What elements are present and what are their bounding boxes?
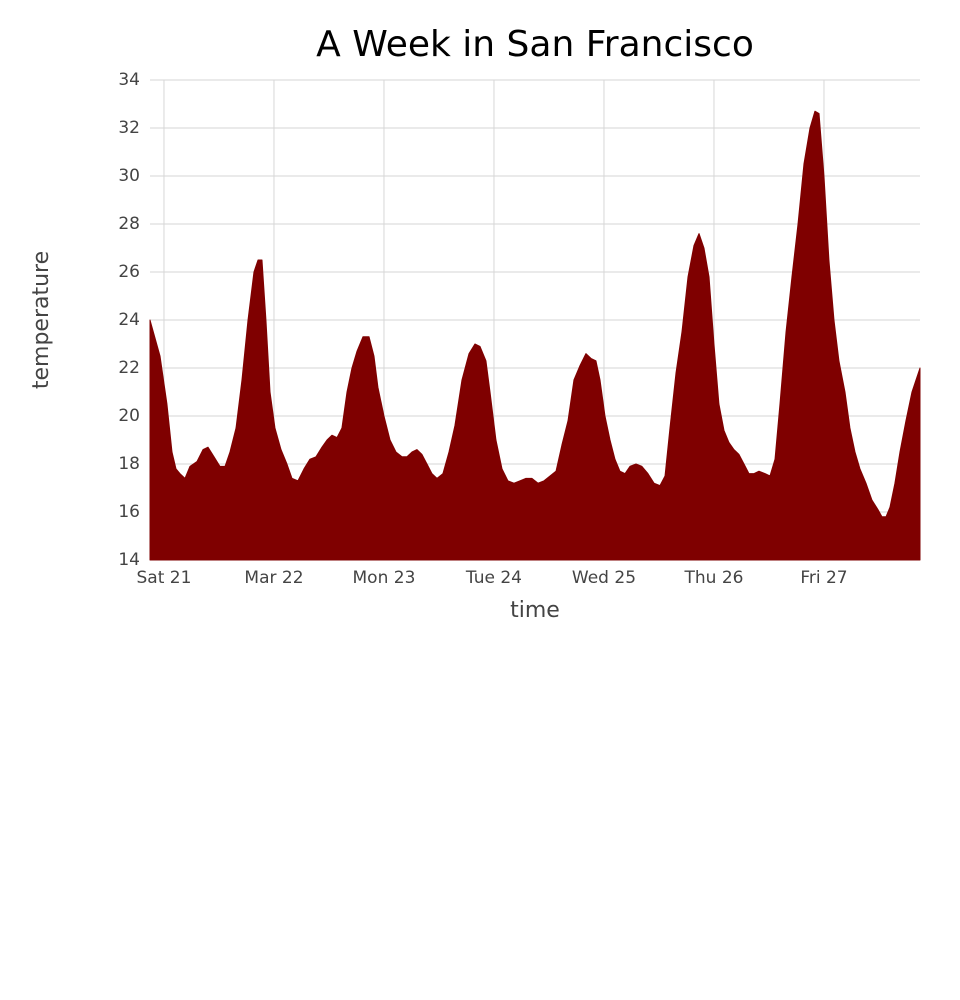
x-tick-label: Wed 25 [572,568,636,588]
x-tick-label: Tue 24 [465,568,522,588]
y-tick-label: 26 [118,262,140,282]
x-tick-label: Mon 23 [353,568,416,588]
y-tick-label: 14 [118,550,140,570]
x-axis-title: time [510,598,560,623]
chart-title: A Week in San Francisco [316,24,754,65]
y-tick-label: 16 [118,502,140,522]
y-tick-label: 24 [118,310,140,330]
y-tick-label: 30 [118,166,140,186]
x-tick-label: Mar 22 [244,568,303,588]
y-tick-label: 18 [118,454,140,474]
x-tick-label: Fri 27 [800,568,847,588]
y-tick-label: 20 [118,406,140,426]
area [149,110,921,561]
x-tick-label: Sat 21 [137,568,192,588]
y-tick-label: 28 [118,214,140,234]
y-tick-label: 34 [118,70,140,90]
y-axis-title: temperature [29,251,54,389]
y-tick-label: 32 [118,118,140,138]
x-tick-label: Thu 26 [683,568,743,588]
y-tick-label: 22 [118,358,140,378]
